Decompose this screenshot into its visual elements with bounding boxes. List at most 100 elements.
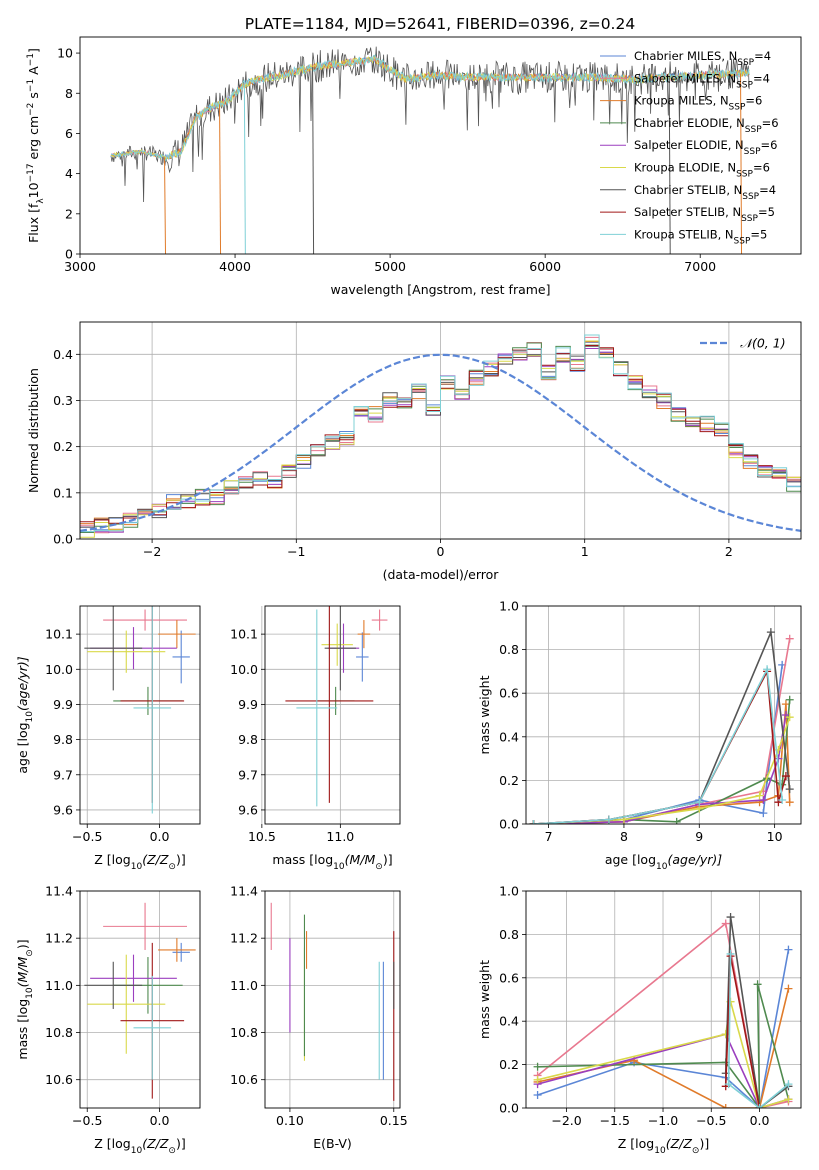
x-axis-label-part: 10	[654, 1146, 666, 1156]
axes-frame	[264, 605, 401, 825]
plot-area	[84, 902, 196, 1099]
x-axis-label-part: )]	[383, 852, 393, 867]
legend-label-part: Chabrier STELIB, N	[634, 183, 742, 197]
weight-point-marker	[533, 1062, 542, 1071]
y-axis-label-part: mass [log	[15, 999, 30, 1060]
normal-curve	[80, 353, 801, 532]
legend-label-part: =6	[762, 116, 779, 130]
x-tick-label: 0.15	[380, 1113, 408, 1128]
x-axis-label-part: ⊙	[692, 1146, 700, 1156]
legend-label-part: SSP	[744, 147, 761, 157]
plot-area	[533, 913, 793, 1108]
legend-label-part: SSP	[736, 170, 753, 180]
y-tick-label: 4	[65, 166, 73, 181]
weight-point-marker	[755, 791, 764, 800]
y-tick-label: 0.2	[53, 439, 73, 454]
x-tick-label: 4000	[219, 259, 251, 274]
y-axis-label-part: Normed distribution	[26, 368, 41, 493]
plot-area	[270, 902, 395, 1101]
y-tick-label: 11.2	[230, 931, 258, 946]
y-axis-label-part: age [log	[15, 722, 30, 773]
legend-label-part: Kroupa STELIB, N	[634, 227, 734, 241]
y-tick-label: 11.0	[45, 978, 73, 993]
y-axis-label: mass weight	[477, 675, 492, 754]
y-tick-label: 0.0	[499, 1101, 519, 1116]
x-axis-label-part: E(B-V)	[313, 1136, 352, 1151]
y-tick-label: 10.6	[45, 1072, 73, 1087]
y-tick-label: 0.4	[499, 729, 519, 744]
y-axis-label-part: −1	[26, 79, 36, 92]
legend-label: Salpeter MILES, NSSP=4	[634, 71, 770, 90]
x-tick-label: −2	[143, 544, 161, 559]
legend-label-part: SSP	[745, 125, 762, 135]
y-tick-label: 9.7	[53, 767, 73, 782]
x-tick-label: 0.0	[150, 1113, 170, 1128]
weight-point-marker	[753, 980, 762, 989]
y-axis-label-part: λ	[36, 198, 46, 204]
y-tick-label: 11.4	[230, 884, 258, 899]
x-tick-label: 0.0	[750, 1113, 770, 1128]
y-axis-label-part: erg cm	[26, 116, 41, 164]
x-axis-label-part: Z [log	[94, 852, 130, 867]
y-tick-label: 1.0	[499, 884, 519, 899]
y-tick-label: 10.6	[230, 1072, 258, 1087]
x-tick-label: 0	[437, 544, 445, 559]
histogram-step	[80, 334, 801, 532]
weight-line	[537, 984, 790, 1108]
masked-region	[164, 157, 167, 254]
legend-label: Chabrier STELIB, NSSP=4	[634, 183, 776, 202]
legend-label-part: Salpeter STELIB, N	[634, 205, 741, 219]
x-tick-label: 0.10	[276, 1113, 304, 1128]
weight-point-marker	[529, 820, 538, 824]
y-axis-label-part: −17	[26, 163, 36, 182]
weight-point-marker	[784, 984, 793, 993]
x-axis-label-part: (age/yr)]	[667, 852, 722, 867]
y-tick-label: 10.8	[45, 1025, 73, 1040]
y-tick-label: 10.0	[45, 662, 73, 677]
legend-label: Kroupa STELIB, NSSP=5	[634, 227, 767, 246]
x-tick-label: −0.5	[72, 1113, 102, 1128]
weight-point-marker	[604, 815, 613, 824]
y-tick-label: 9.8	[53, 732, 73, 747]
y-axis-label-part: 10	[25, 711, 35, 723]
legend-label: Chabrier MILES, NSSP=4	[634, 49, 771, 68]
weight-point-marker	[784, 1080, 793, 1089]
x-tick-label: 10	[767, 829, 783, 844]
y-tick-label: 11.4	[45, 884, 73, 899]
y-axis-label-part: Flux [f	[26, 203, 41, 243]
y-tick-label: 0.0	[53, 532, 73, 547]
plot-area	[84, 606, 196, 814]
x-tick-label: 3000	[64, 259, 96, 274]
y-tick-label: 9.9	[238, 697, 258, 712]
weight-point-marker	[726, 913, 735, 922]
x-axis-label: Z [log10(Z/Z⊙)]	[94, 1136, 185, 1156]
masked-region	[219, 104, 222, 254]
legend-label: 𝒩(0, 1)	[740, 336, 786, 351]
axes-frame	[264, 890, 401, 1109]
x-tick-label: 0.0	[150, 829, 170, 844]
weight-point-marker	[785, 695, 794, 704]
y-axis-label: mass [log10(M/M⊙)]	[15, 939, 35, 1059]
y-tick-label: 0.6	[499, 686, 519, 701]
x-axis-label-part: Z [log	[94, 1136, 130, 1151]
legend-label-part: =4	[754, 49, 771, 63]
x-axis-label-part: 10	[131, 1146, 143, 1156]
weight-point-marker	[630, 1056, 639, 1065]
legend-label-part: =6	[753, 161, 770, 175]
weight-point-marker	[695, 798, 704, 807]
figure-title: PLATE=1184, MJD=52641, FIBERID=0396, z=0…	[245, 15, 635, 33]
legend-label-part: Chabrier MILES, N	[634, 49, 737, 63]
x-tick-label: 11.0	[326, 829, 354, 844]
y-axis-label: age [log10(age/yr)]	[15, 656, 35, 773]
masked-region	[243, 84, 246, 254]
y-axis-label-part: s	[26, 92, 41, 103]
x-axis-label-part: )]	[176, 852, 186, 867]
masked-region	[312, 67, 315, 254]
x-axis-label-part: )]	[176, 1136, 186, 1151]
x-tick-label: 10.5	[248, 829, 276, 844]
panel-residuals: −2 −1 0 1 2 0.0 0.1 0.2 0.3 0.4 𝒩(0, 1) (data-model…	[26, 321, 802, 582]
weight-point-marker	[721, 919, 730, 928]
x-axis-label: wavelength [Angstrom, rest frame]	[330, 282, 550, 297]
y-tick-label: 8	[65, 86, 73, 101]
